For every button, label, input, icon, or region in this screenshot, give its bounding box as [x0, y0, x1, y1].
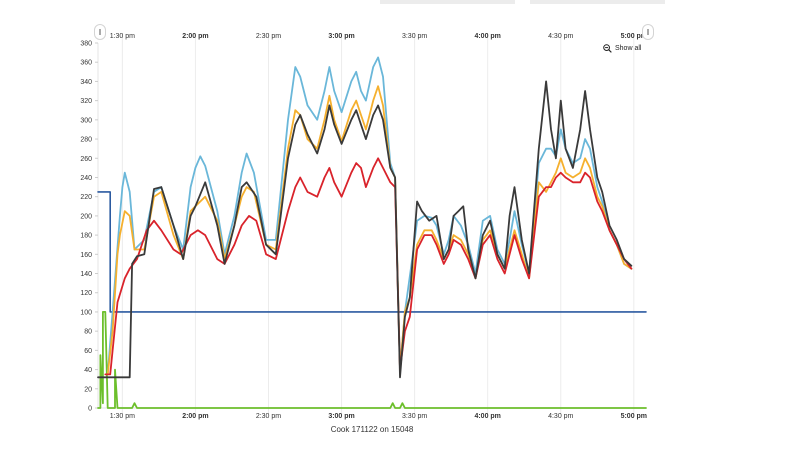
grid-layer: [121, 33, 635, 414]
x-axis-title: Cook 171122 on 15048: [331, 425, 414, 434]
y-tick-label: 260: [80, 156, 92, 163]
y-tick-label: 120: [80, 290, 92, 297]
x-tick-label-bottom: 2:00 pm: [182, 413, 208, 420]
top-tab-right[interactable]: [530, 0, 665, 4]
probe-line-blue: [106, 56, 633, 376]
x-tick-label-bottom: 4:30 pm: [548, 413, 573, 420]
y-tick-label: 0: [88, 406, 92, 413]
y-tick-label: 200: [80, 213, 92, 220]
y-tick-label: 320: [80, 98, 92, 105]
setpoint-line: [97, 191, 647, 313]
show-all-button[interactable]: Show all: [603, 44, 641, 53]
x-tick-label-bottom: 2:30 pm: [256, 413, 281, 420]
x-tick-label-top: 4:00 pm: [474, 33, 500, 40]
y-tick-label: 180: [80, 233, 92, 240]
y-tick-label: 20: [84, 386, 92, 393]
x-tick-label-bottom: 5:00 pm: [621, 413, 647, 420]
axis-layer: 1:30 pm 1:30 pm 2:00 pm 2:00 pm 2:30 pm 2:30 …: [80, 33, 647, 420]
y-tick-label: 40: [84, 367, 92, 374]
output-line: [97, 311, 647, 409]
x-tick-label-top: 5:00 pm: [621, 33, 647, 40]
y-tick-label: 100: [80, 309, 92, 316]
top-tab-left[interactable]: [380, 0, 515, 4]
y-tick-label: 140: [80, 271, 92, 278]
x-tick-label-top: 2:30 pm: [256, 33, 281, 40]
zoom-out-icon: [603, 44, 612, 53]
y-tick-label: 380: [80, 41, 92, 48]
x-tick-label-top: 2:00 pm: [182, 33, 208, 40]
y-tick-label: 240: [80, 175, 92, 182]
x-tick-label-top: 4:30 pm: [548, 33, 573, 40]
y-tick-label: 360: [80, 60, 92, 67]
y-tick-label: 300: [80, 117, 92, 124]
probe-line-red: [104, 157, 633, 376]
x-tick-label-bottom: 3:00 pm: [328, 413, 354, 420]
y-tick-label: 340: [80, 79, 92, 86]
y-tick-label: 220: [80, 194, 92, 201]
y-tick-label: 160: [80, 252, 92, 259]
x-tick-label-top: 3:30 pm: [402, 33, 427, 40]
range-handle-right[interactable]: [642, 24, 654, 40]
x-tick-label-bottom: 1:30 pm: [110, 413, 135, 420]
x-tick-label-bottom: 4:00 pm: [474, 413, 500, 420]
x-tick-label-top: 1:30 pm: [110, 33, 135, 40]
y-tick-label: 60: [84, 348, 92, 355]
x-tick-label-bottom: 3:30 pm: [402, 413, 427, 420]
show-all-label: Show all: [615, 45, 642, 52]
x-tick-label-top: 3:00 pm: [328, 33, 354, 40]
range-handle-left[interactable]: [94, 24, 106, 40]
series-layer: [97, 56, 647, 409]
y-tick-label: 80: [84, 329, 92, 336]
y-tick-label: 280: [80, 137, 92, 144]
pit-line-dark: [97, 80, 633, 379]
